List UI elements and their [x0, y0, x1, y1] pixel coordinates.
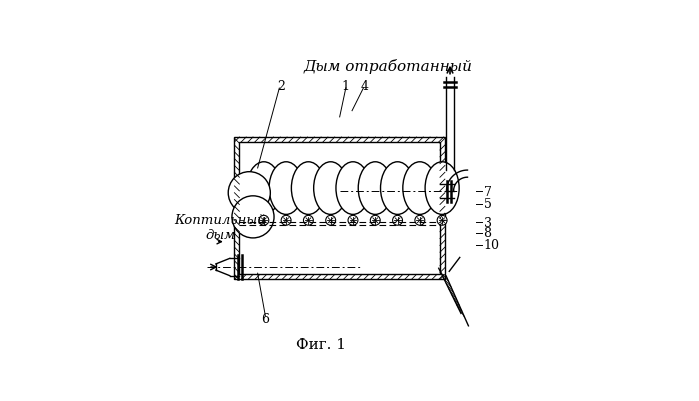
Circle shape — [370, 216, 380, 226]
Text: 1: 1 — [342, 80, 350, 93]
Circle shape — [348, 216, 358, 226]
Circle shape — [437, 216, 447, 226]
Text: Фиг. 1: Фиг. 1 — [296, 338, 346, 352]
Ellipse shape — [269, 162, 303, 215]
Text: 8: 8 — [484, 227, 491, 240]
Circle shape — [259, 216, 269, 226]
Ellipse shape — [229, 172, 271, 214]
Circle shape — [393, 216, 403, 226]
Text: 7: 7 — [484, 185, 491, 198]
Text: Коптильный
дым: Коптильный дым — [175, 213, 266, 241]
Circle shape — [326, 216, 336, 226]
Ellipse shape — [291, 162, 326, 215]
Text: 10: 10 — [484, 239, 500, 251]
Text: 6: 6 — [261, 312, 269, 325]
Text: 2: 2 — [277, 80, 284, 93]
Ellipse shape — [314, 162, 347, 215]
Ellipse shape — [358, 162, 392, 215]
Ellipse shape — [403, 162, 437, 215]
Text: Дым отработанный: Дым отработанный — [303, 59, 472, 74]
Text: 3: 3 — [484, 216, 491, 229]
Ellipse shape — [336, 162, 370, 215]
Text: 5: 5 — [484, 198, 491, 211]
Ellipse shape — [380, 162, 415, 215]
Circle shape — [281, 216, 291, 226]
Ellipse shape — [425, 162, 459, 215]
Text: 4: 4 — [361, 80, 368, 93]
Circle shape — [303, 216, 313, 226]
Circle shape — [415, 216, 425, 226]
Ellipse shape — [232, 196, 274, 238]
Ellipse shape — [247, 162, 281, 215]
